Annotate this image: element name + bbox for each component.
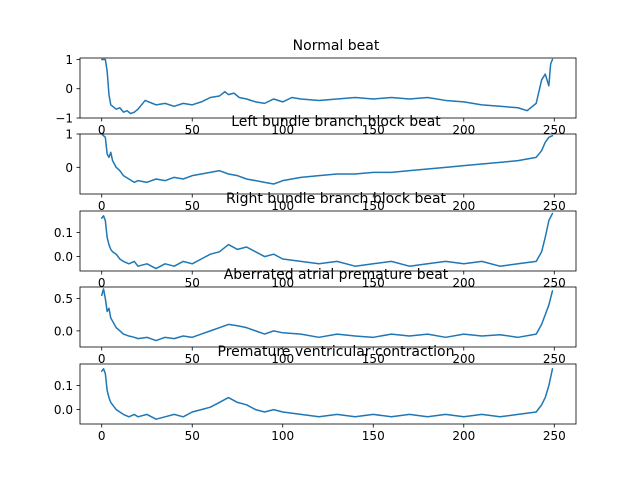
subplot-3: 0 50 100 150 200 250 0.0 0.1 Right bundle branch…	[54, 191, 577, 290]
x-tick-label: 200	[452, 199, 475, 213]
x-tick-label: 200	[452, 276, 475, 290]
x-tick-label: 50	[185, 429, 200, 443]
y-tick-label: 0	[65, 82, 73, 96]
x-tick-label: 100	[271, 352, 294, 366]
y-tick-label: −1	[55, 112, 73, 126]
y-tick-label: 0.0	[54, 324, 73, 338]
x-tick-label: 250	[543, 199, 566, 213]
x-tick-label: 0	[98, 352, 106, 366]
series-line-1	[100, 58, 554, 115]
axes-frame	[79, 133, 577, 195]
subplot-5: 0 50 100 150 200 250 0.0 0.1 Premature ventricul…	[54, 344, 577, 443]
x-tick-label: 50	[185, 352, 200, 366]
subplot-title: Left bundle branch block beat	[231, 114, 441, 130]
y-tick-label: 0.0	[54, 250, 73, 264]
subplot-1: 0 50 100 150 200 250 −1 0 1 Normal beat	[55, 38, 577, 137]
x-tick-label: 0	[98, 123, 106, 137]
x-tick-label: 250	[543, 276, 566, 290]
y-tick-label: 0	[65, 161, 73, 175]
axes-frame	[79, 286, 577, 348]
x-tick-label: 150	[362, 276, 385, 290]
subplot-title: Aberrated atrial premature beat	[224, 267, 449, 283]
x-tick-label: 250	[543, 123, 566, 137]
subplot-4: 0 50 100 150 200 250 0.0 0.5 Aberrated atrial pr…	[54, 267, 577, 366]
y-tick-label: 1	[65, 128, 73, 142]
x-tick-label: 150	[362, 352, 385, 366]
axes-frame	[79, 57, 577, 119]
axes-frame	[79, 210, 577, 272]
x-tick-label: 150	[362, 199, 385, 213]
x-tick-label: 150	[362, 429, 385, 443]
x-tick-label: 100	[271, 199, 294, 213]
x-tick-label: 0	[98, 429, 106, 443]
x-tick-label: 100	[271, 429, 294, 443]
x-tick-label: 150	[362, 123, 385, 137]
y-tick-label: 0.5	[54, 292, 73, 306]
axes-frame	[79, 363, 577, 425]
series-line-4	[100, 288, 554, 342]
x-tick-label: 50	[185, 199, 200, 213]
y-tick-label: 0.0	[54, 403, 73, 417]
x-tick-label: 200	[452, 123, 475, 137]
subplot-title: Normal beat	[293, 38, 380, 54]
y-tick-label: 0.1	[54, 226, 73, 240]
x-tick-label: 200	[452, 429, 475, 443]
y-tick-label: 0.1	[54, 379, 73, 393]
subplot-2: 0 50 100 150 200 250 0 1 Left bundle branch bloc…	[65, 114, 577, 213]
series-line-3	[100, 212, 554, 270]
series-line-2	[100, 133, 554, 185]
x-tick-label: 200	[452, 352, 475, 366]
subplot-title: Premature ventricular contraction	[218, 344, 455, 360]
x-tick-label: 50	[185, 276, 200, 290]
x-tick-label: 250	[543, 352, 566, 366]
y-tick-label: 1	[65, 53, 73, 67]
subplot-title: Right bundle branch block beat	[226, 191, 447, 207]
x-tick-label: 100	[271, 276, 294, 290]
x-tick-label: 250	[543, 429, 566, 443]
x-tick-label: 0	[98, 276, 106, 290]
series-line-5	[100, 368, 554, 420]
x-tick-label: 50	[185, 123, 200, 137]
x-tick-label: 0	[98, 199, 106, 213]
x-tick-label: 100	[271, 123, 294, 137]
